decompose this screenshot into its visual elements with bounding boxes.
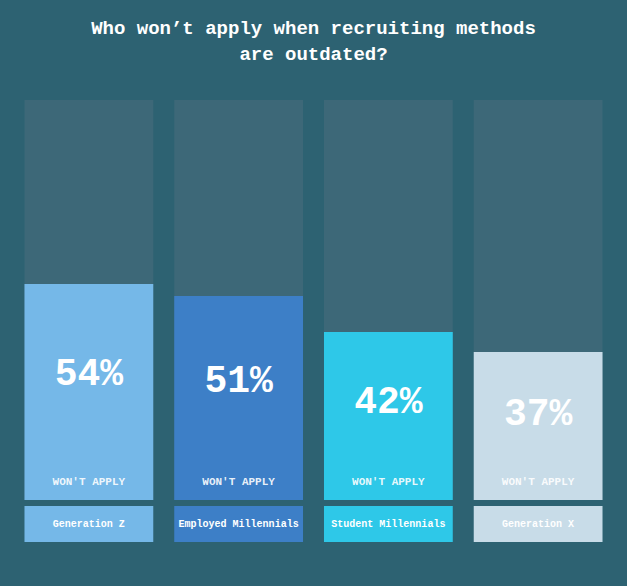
- category-label: Generation X: [502, 519, 574, 530]
- category-label: Employed Millennials: [179, 519, 299, 530]
- chart: Who won’t apply when recruiting methodsa…: [0, 0, 627, 586]
- data-label: 54%: [55, 353, 124, 396]
- bar: [324, 332, 453, 500]
- bar-track: [174, 100, 303, 500]
- chart-container: Who won’t apply when recruiting methodsa…: [0, 0, 627, 586]
- annotation: WON'T APPLY: [202, 476, 275, 488]
- bar: [474, 352, 603, 500]
- category-box: [324, 506, 453, 542]
- annotation: WON'T APPLY: [502, 476, 575, 488]
- category-box: [474, 506, 603, 542]
- title: Who won’t apply when recruiting methodsa…: [91, 18, 536, 66]
- bar-track: [24, 100, 153, 500]
- category-box: [24, 506, 153, 542]
- category-label: Student Millennials: [331, 519, 445, 530]
- category-label: Generation Z: [53, 519, 125, 530]
- bars: [24, 100, 602, 500]
- bar-track: [324, 100, 453, 500]
- background: [0, 0, 627, 586]
- data-label: 37%: [504, 393, 573, 436]
- bar-track: [474, 100, 603, 500]
- annotation: WON'T APPLY: [53, 476, 126, 488]
- data-label: 51%: [204, 360, 273, 403]
- labels: 54% WON'T APPLY Generation Z 51% WON'T APPLY…: [24, 353, 602, 542]
- category-box: [174, 506, 303, 542]
- bar: [174, 296, 303, 500]
- annotation: WON'T APPLY: [352, 476, 425, 488]
- bar: [24, 284, 153, 500]
- data-label: 42%: [354, 381, 423, 424]
